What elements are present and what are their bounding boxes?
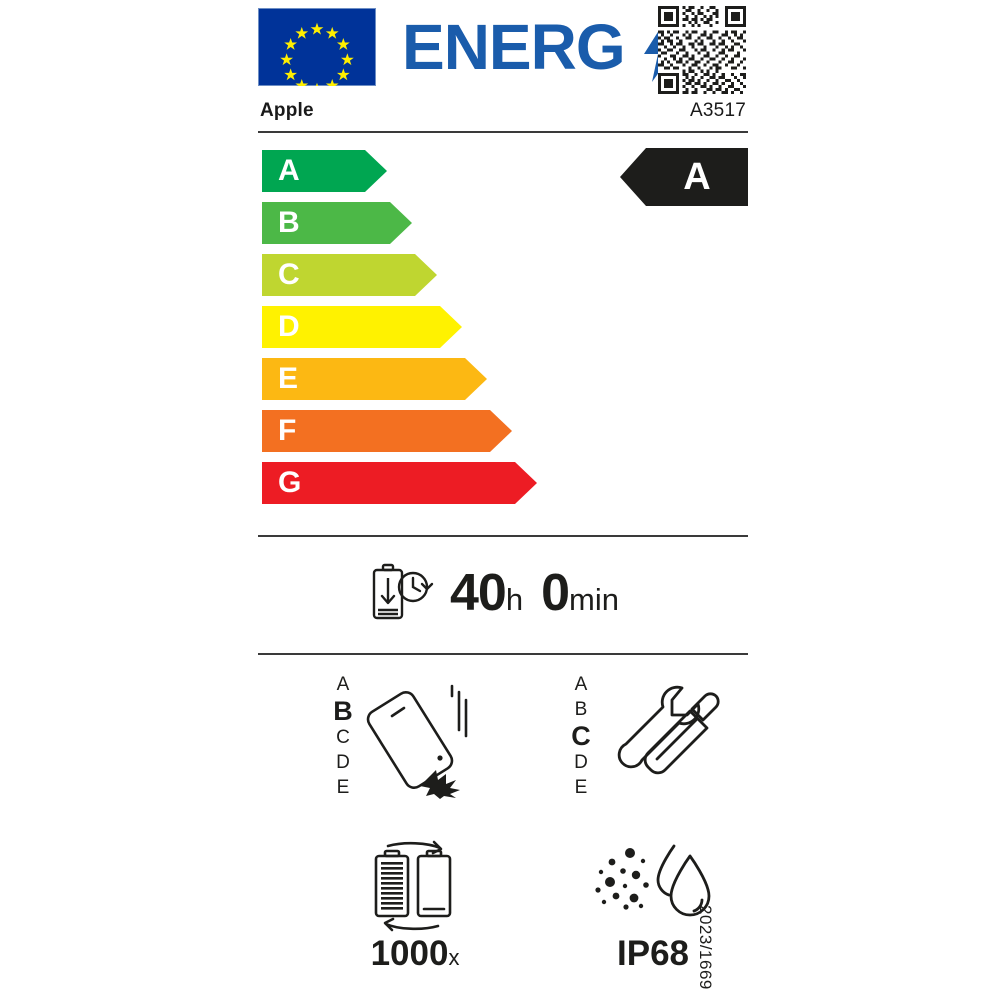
grade-a: A bbox=[336, 674, 350, 695]
divider-above-metrics bbox=[258, 653, 748, 655]
bar-shape bbox=[262, 462, 537, 504]
bar-letter: B bbox=[278, 206, 300, 239]
wrench-screwdriver-icon bbox=[617, 685, 720, 775]
battery-life-value: 40h 0min bbox=[450, 558, 619, 628]
battery-life-hours: 40 bbox=[450, 564, 507, 622]
battery-life-minutes-unit: min bbox=[569, 582, 619, 617]
bar-letter: C bbox=[278, 258, 300, 291]
bar-shape bbox=[262, 202, 412, 244]
battery-cycles-unit: x bbox=[448, 945, 460, 970]
grade-d: D bbox=[574, 752, 588, 773]
bar-letter: A bbox=[278, 154, 300, 187]
divider-under-brand bbox=[258, 131, 748, 133]
grade-d: D bbox=[336, 752, 350, 773]
eu-flag-icon bbox=[258, 8, 376, 86]
ingress-protection-value: IP68 bbox=[617, 934, 689, 973]
energy-class-bar-b: B bbox=[262, 202, 562, 244]
dust-water-drop-icon bbox=[595, 844, 711, 917]
brand-model-row: Apple A3517 bbox=[258, 100, 748, 134]
energy-class-bar-f: F bbox=[262, 410, 562, 452]
supplier-brand: Apple bbox=[260, 100, 314, 121]
bar-shape bbox=[262, 254, 437, 296]
energy-class-result-arrow: A bbox=[620, 148, 748, 206]
falling-phone-icon bbox=[366, 684, 468, 799]
ingress-protection-caption: IP68 bbox=[538, 934, 768, 974]
model-identifier: A3517 bbox=[690, 100, 746, 121]
battery-life-section: 40h 0min bbox=[258, 552, 748, 634]
regulation-reference: 2023/1669 bbox=[696, 905, 715, 990]
grade-b: B bbox=[574, 699, 588, 720]
bar-letter: G bbox=[278, 466, 302, 499]
bar-shape bbox=[262, 410, 512, 452]
energy-class-bar-g: G bbox=[262, 462, 562, 504]
bar-letter: D bbox=[278, 310, 300, 343]
grade-c: C bbox=[336, 727, 350, 748]
grade-e: E bbox=[574, 777, 588, 798]
bar-shape bbox=[262, 306, 462, 348]
ingress-protection-cell: IP68 bbox=[538, 838, 768, 988]
battery-clock-icon bbox=[372, 563, 434, 620]
energy-class-result-letter: A bbox=[683, 156, 711, 198]
qr-code-icon bbox=[658, 6, 746, 94]
energy-class-bar-e: E bbox=[262, 358, 562, 400]
energy-class-bar-c: C bbox=[262, 254, 562, 296]
battery-life-minutes: 0 bbox=[541, 564, 570, 622]
battery-cycles-caption: 1000x bbox=[300, 934, 530, 974]
divider-above-battery-life bbox=[258, 535, 748, 537]
bar-letter: E bbox=[278, 362, 299, 395]
bar-letter: F bbox=[278, 414, 297, 447]
energ-wordmark: ENERG bbox=[402, 11, 626, 83]
battery-cycles-cell: 1000x bbox=[300, 838, 530, 988]
battery-cycle-icon bbox=[374, 840, 452, 932]
energy-class-bar-d: D bbox=[262, 306, 562, 348]
grade-c: C bbox=[571, 721, 591, 751]
bar-shape bbox=[262, 358, 487, 400]
battery-life-hours-unit: h bbox=[505, 582, 524, 617]
grade-b: B bbox=[333, 696, 353, 726]
grade-a: A bbox=[574, 674, 588, 695]
eu-stars bbox=[280, 22, 354, 86]
bar-shape bbox=[262, 150, 387, 192]
label-header: ENERG bbox=[258, 6, 748, 94]
battery-cycles-value: 1000 bbox=[370, 934, 449, 973]
grade-e: E bbox=[336, 777, 350, 798]
energy-class-bar-a: A bbox=[262, 150, 562, 192]
